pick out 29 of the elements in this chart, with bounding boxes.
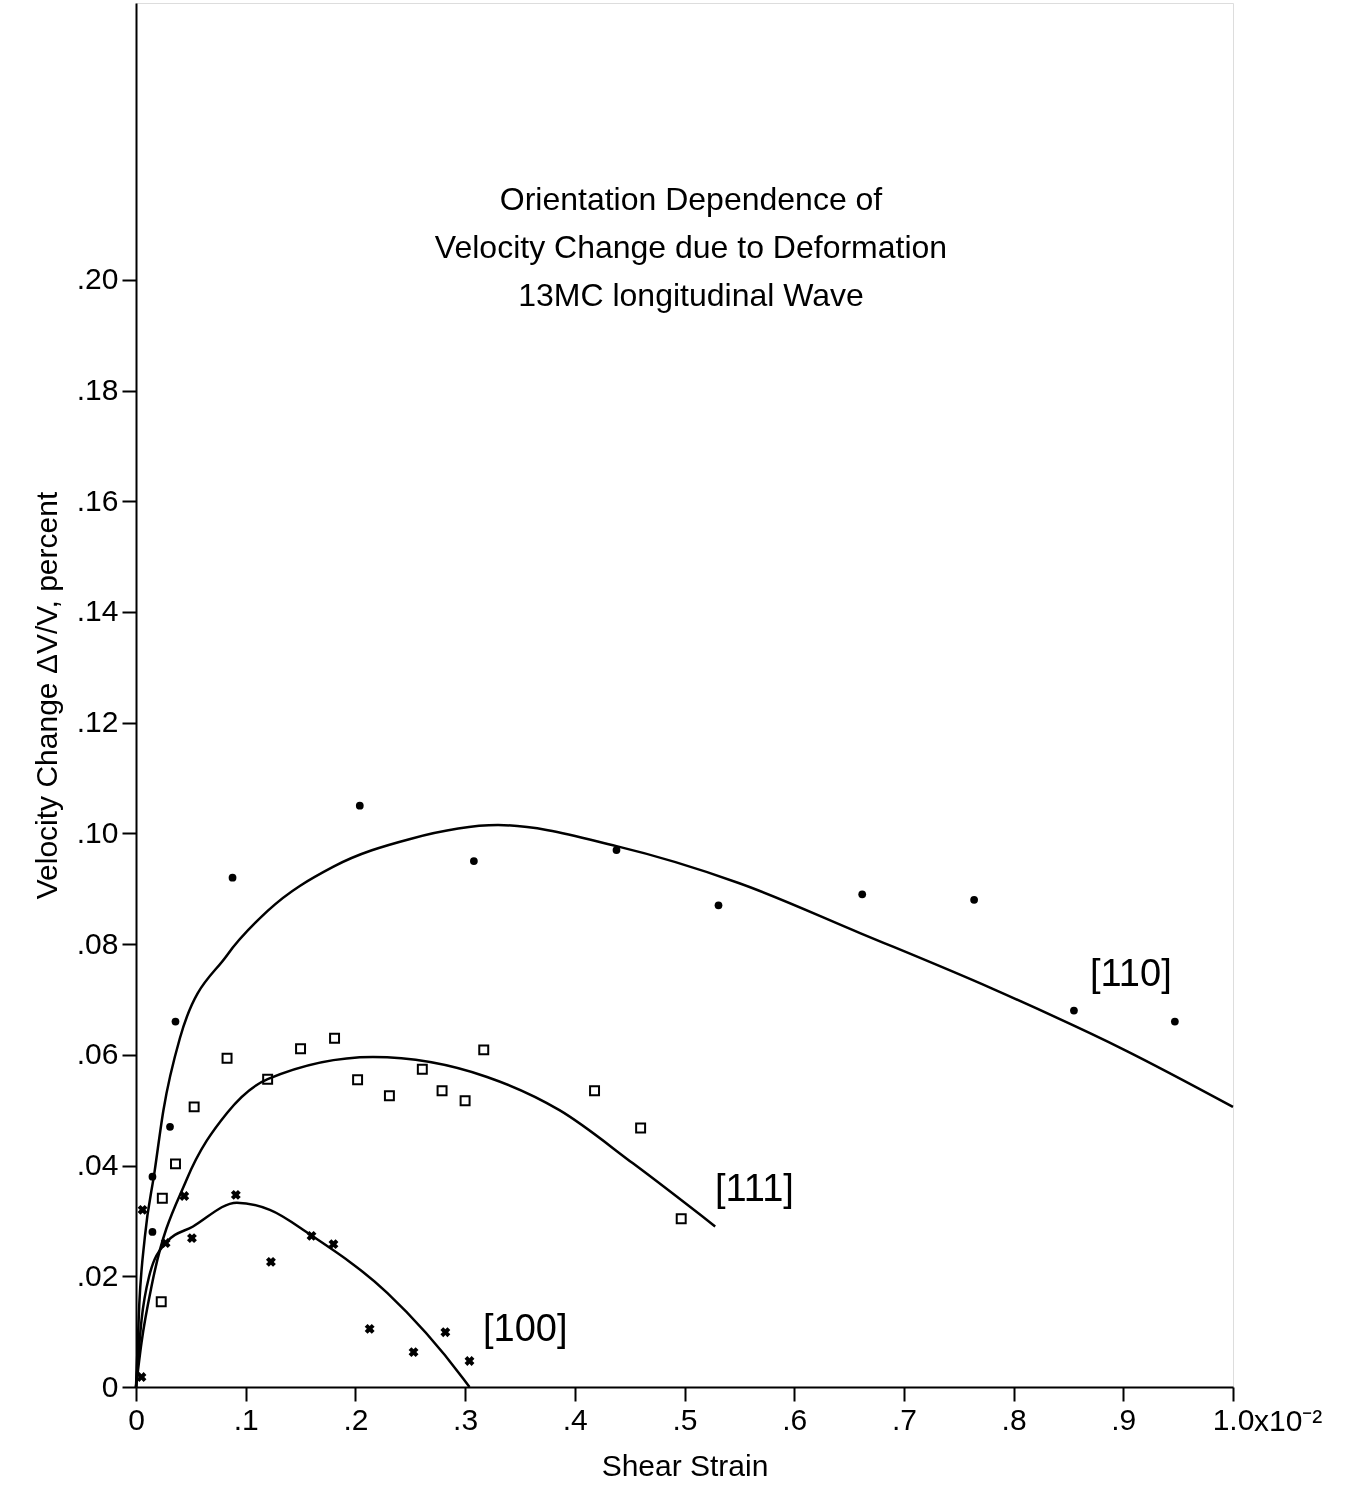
x-tick-label: .1	[233, 1402, 259, 1436]
x-tick-label: 1.0	[1212, 1402, 1255, 1436]
y-tick-label: .14	[76, 594, 119, 628]
y-tick-label: .18	[76, 373, 119, 407]
x-axis-title: Shear Strain	[601, 1448, 769, 1482]
y-tick-label: .08	[76, 926, 119, 960]
y-tick-label: .02	[76, 1258, 119, 1292]
y-tick-label: .12	[76, 705, 119, 739]
x-tick-label: .8	[1001, 1402, 1027, 1436]
y-tick-label: 0	[101, 1369, 119, 1403]
annotation: [111]	[715, 1167, 794, 1209]
y-tick-label: .06	[76, 1037, 119, 1071]
x-tick-label: .3	[453, 1402, 479, 1436]
x-tick-label: .9	[1111, 1402, 1137, 1436]
y-tick-label: .20	[76, 262, 119, 296]
y-axis-title: Velocity Change ΔV/V, percent	[29, 491, 63, 900]
text: Orientation Dependence of Velocity Change due to Deformation 13MC longitudinal Wave	[434, 181, 948, 313]
x-tick-label: .7	[891, 1402, 917, 1436]
x-tick-label: .6	[782, 1402, 808, 1436]
annotation: [100]	[483, 1307, 568, 1349]
y-tick-label: .04	[76, 1148, 119, 1182]
annotation: [110]	[1090, 952, 1172, 994]
x-tick-label: 0	[128, 1402, 145, 1436]
y-tick-label: .16	[76, 483, 119, 517]
x-tick-label: .2	[343, 1402, 369, 1436]
y-tick-label: .10	[76, 815, 119, 849]
x-tick-label: .4	[562, 1402, 588, 1436]
x-tick-label: .5	[672, 1402, 698, 1436]
text: x10⁻²	[1254, 1404, 1323, 1437]
